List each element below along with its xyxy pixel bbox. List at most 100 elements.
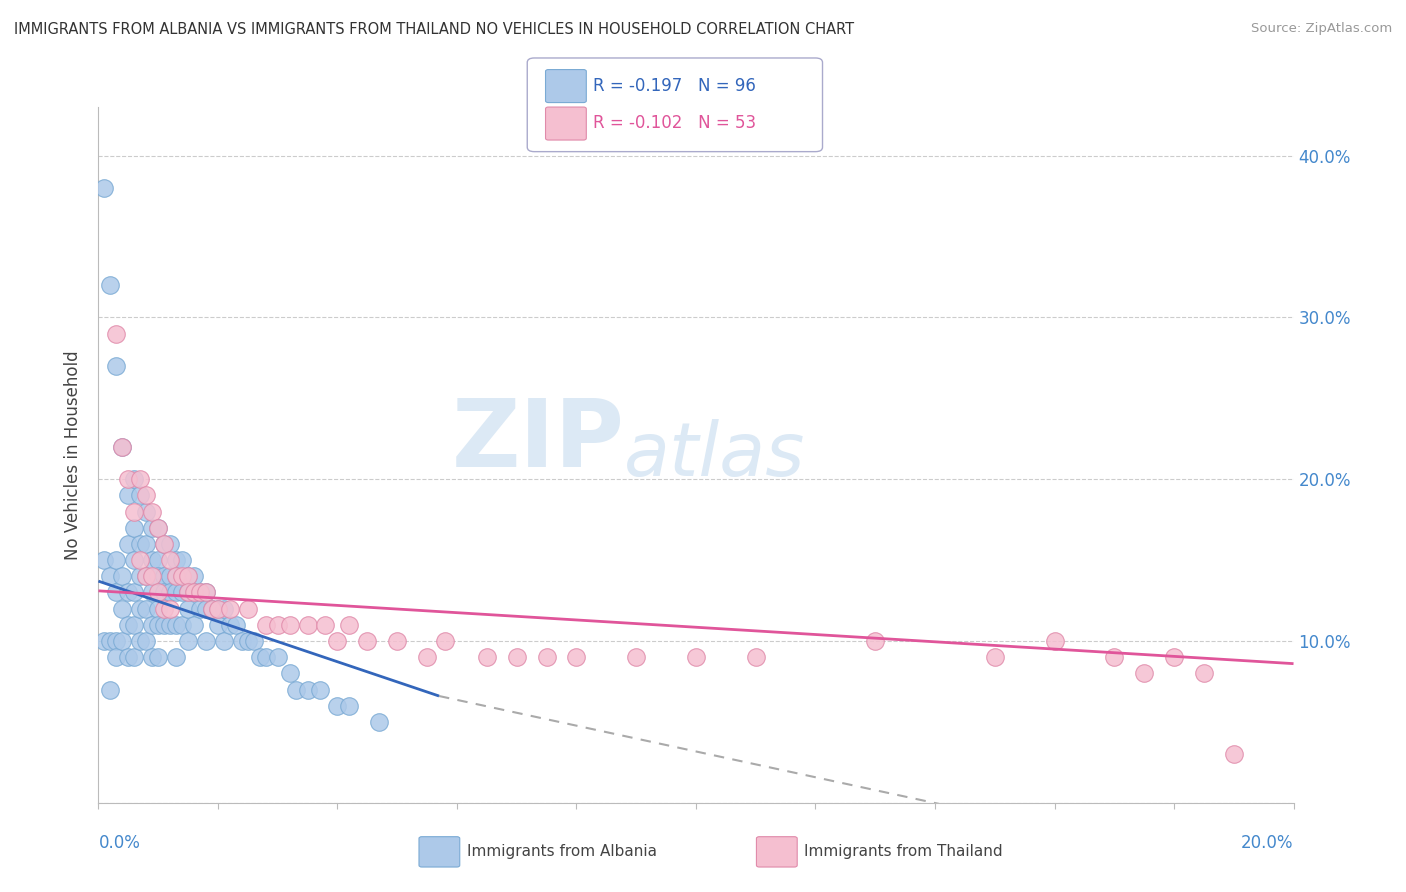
Point	[148, 569, 170, 583]
Point	[124, 521, 146, 535]
Point	[135, 634, 157, 648]
Point	[117, 585, 139, 599]
Point	[165, 569, 187, 583]
Point	[141, 585, 163, 599]
Point	[183, 569, 205, 583]
Point	[141, 650, 163, 665]
Point	[267, 617, 290, 632]
Point	[148, 585, 170, 599]
Point	[148, 553, 170, 567]
Point	[188, 585, 211, 599]
Point	[100, 278, 122, 293]
Text: Source: ZipAtlas.com: Source: ZipAtlas.com	[1251, 22, 1392, 36]
Point	[626, 650, 648, 665]
Point	[195, 585, 218, 599]
Point	[105, 326, 128, 341]
Point	[105, 553, 128, 567]
Point	[159, 601, 181, 615]
Point	[124, 472, 146, 486]
Point	[201, 601, 224, 615]
Text: ZIP: ZIP	[451, 395, 624, 487]
Point	[129, 472, 152, 486]
Point	[1192, 666, 1215, 681]
Point	[117, 617, 139, 632]
Point	[93, 553, 115, 567]
Point	[236, 601, 259, 615]
Point	[141, 617, 163, 632]
Point	[1043, 634, 1066, 648]
Point	[284, 682, 307, 697]
Point	[231, 634, 253, 648]
Point	[219, 601, 242, 615]
Text: Immigrants from Thailand: Immigrants from Thailand	[804, 845, 1002, 859]
Point	[339, 617, 360, 632]
Point	[243, 634, 266, 648]
Point	[93, 181, 115, 195]
Point	[475, 650, 498, 665]
Point	[148, 521, 170, 535]
Point	[111, 440, 134, 454]
Point	[100, 569, 122, 583]
Point	[124, 553, 146, 567]
Y-axis label: No Vehicles in Household: No Vehicles in Household	[65, 350, 83, 560]
Point	[225, 617, 247, 632]
Point	[745, 650, 768, 665]
Point	[111, 601, 134, 615]
Point	[254, 617, 277, 632]
Point	[308, 682, 330, 697]
Point	[135, 488, 157, 502]
Text: 20.0%: 20.0%	[1241, 834, 1294, 852]
Point	[865, 634, 887, 648]
Point	[207, 601, 229, 615]
Point	[111, 569, 134, 583]
Point	[124, 617, 146, 632]
Point	[1133, 666, 1156, 681]
Point	[165, 585, 187, 599]
Point	[153, 617, 176, 632]
Point	[315, 617, 337, 632]
Point	[212, 634, 235, 648]
Text: R = -0.102   N = 53: R = -0.102 N = 53	[593, 114, 756, 132]
Point	[117, 537, 139, 551]
Point	[159, 585, 181, 599]
Point	[159, 617, 181, 632]
Point	[165, 553, 187, 567]
Point	[93, 634, 115, 648]
Point	[141, 553, 163, 567]
Text: IMMIGRANTS FROM ALBANIA VS IMMIGRANTS FROM THAILAND NO VEHICLES IN HOUSEHOLD COR: IMMIGRANTS FROM ALBANIA VS IMMIGRANTS FR…	[14, 22, 855, 37]
Point	[100, 682, 122, 697]
Point	[148, 601, 170, 615]
Point	[183, 617, 205, 632]
Point	[195, 634, 218, 648]
Point	[129, 634, 152, 648]
Point	[339, 698, 360, 713]
Point	[177, 601, 200, 615]
Text: 0.0%: 0.0%	[98, 834, 141, 852]
Point	[685, 650, 707, 665]
Point	[326, 634, 349, 648]
Point	[148, 650, 170, 665]
Point	[188, 585, 211, 599]
Point	[177, 585, 200, 599]
Point	[565, 650, 588, 665]
Text: Immigrants from Albania: Immigrants from Albania	[467, 845, 657, 859]
Point	[177, 585, 200, 599]
Point	[141, 504, 163, 518]
Point	[153, 569, 176, 583]
Point	[153, 537, 176, 551]
Point	[172, 553, 194, 567]
Point	[195, 585, 218, 599]
Point	[129, 537, 152, 551]
Point	[297, 617, 319, 632]
Point	[105, 359, 128, 373]
Point	[111, 634, 134, 648]
Point	[165, 650, 187, 665]
Point	[172, 569, 194, 583]
Point	[135, 601, 157, 615]
Point	[368, 714, 391, 729]
Point	[159, 553, 181, 567]
Point	[148, 617, 170, 632]
Point	[984, 650, 1007, 665]
Point	[207, 601, 229, 615]
Point	[117, 650, 139, 665]
